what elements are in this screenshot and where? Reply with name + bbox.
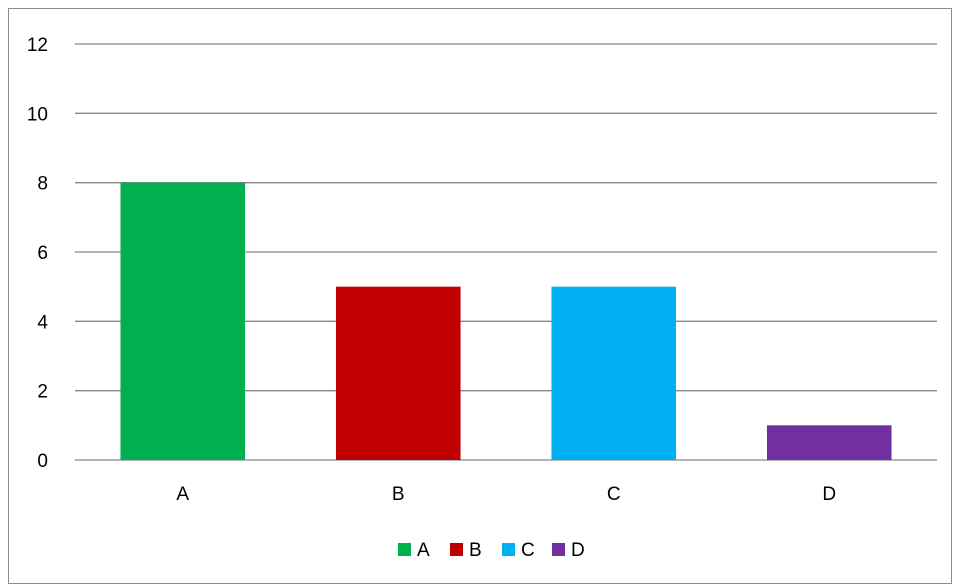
- y-tick-label: 10: [27, 104, 48, 125]
- y-tick-label: 0: [37, 451, 48, 472]
- x-category-label: B: [392, 484, 405, 505]
- bar-C: [551, 286, 677, 460]
- legend-swatch-A: [398, 543, 411, 556]
- y-axis-tick-labels: 0 2 4 6 8 10 12: [27, 35, 49, 472]
- bars: [120, 182, 892, 460]
- x-category-label: D: [822, 484, 836, 505]
- legend-label: A: [417, 540, 430, 561]
- legend-label: D: [571, 540, 585, 561]
- legend-swatch-C: [502, 543, 515, 556]
- y-tick-label: 2: [37, 382, 48, 403]
- legend-swatch-D: [552, 543, 565, 556]
- y-tick-label: 6: [37, 243, 48, 264]
- y-tick-label: 12: [27, 35, 48, 56]
- y-tick-label: 4: [37, 312, 48, 333]
- legend-swatch-B: [450, 543, 463, 556]
- legend-label: C: [521, 540, 535, 561]
- x-category-label: A: [176, 484, 189, 505]
- x-category-label: C: [607, 484, 621, 505]
- bar-B: [335, 286, 461, 460]
- legend: A B C D: [398, 540, 585, 561]
- bar-A: [120, 182, 246, 460]
- legend-label: B: [469, 540, 482, 561]
- y-tick-label: 8: [37, 174, 48, 195]
- x-axis-category-labels: A B C D: [176, 484, 836, 505]
- bar-D: [766, 425, 892, 460]
